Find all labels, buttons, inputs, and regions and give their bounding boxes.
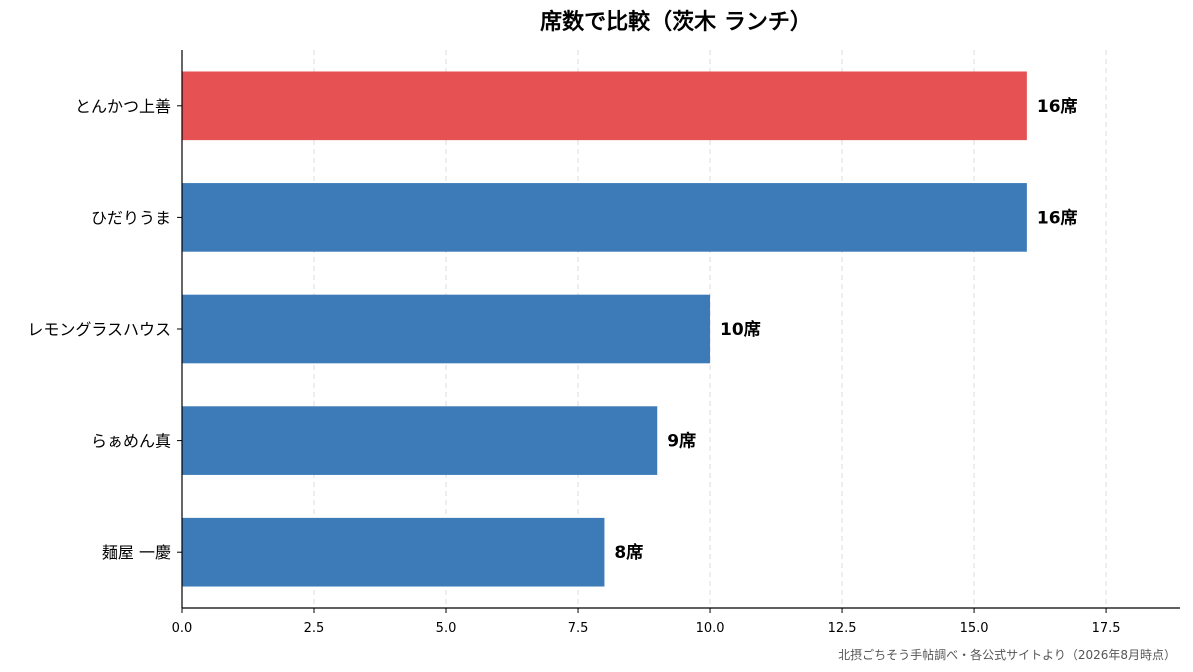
x-tick-label: 10.0 [696,621,725,636]
chart-title: 席数で比較（茨木 ランチ） [540,9,812,35]
x-tick-label: 17.5 [1092,621,1121,636]
bar [182,517,605,587]
category-label: とんかつ上善 [75,97,171,116]
bar [182,406,658,475]
data-label: 16席 [1037,96,1078,117]
category-label: らぁめん真 [91,432,171,451]
bars [182,71,1027,587]
data-label: 10席 [720,319,761,340]
category-label: レモングラスハウス [27,320,171,339]
x-tick-label: 12.5 [828,621,857,636]
category-label: 麺屋 一慶 [102,543,171,562]
data-label: 16席 [1037,207,1078,228]
data-labels: 16席 16席 10席 9席 8席 [614,96,1077,563]
x-tick-label: 7.5 [568,621,589,636]
x-tick-label: 0.0 [172,621,193,636]
data-label: 8席 [614,542,643,563]
source-note: 北摂ごちそう手帖調べ・各公式サイトより（2026年8月時点） [838,647,1176,662]
bar [182,294,711,364]
x-tick-label: 15.0 [960,621,989,636]
x-tick-label: 5.0 [436,621,457,636]
x-ticks: 0.0 2.5 5.0 7.5 10.0 12.5 15.0 17.5 [172,608,1121,636]
bar [182,71,1027,141]
data-label: 9席 [667,431,696,452]
x-tick-label: 2.5 [304,621,325,636]
category-label: ひだりうま [91,208,171,227]
bar [182,183,1027,252]
